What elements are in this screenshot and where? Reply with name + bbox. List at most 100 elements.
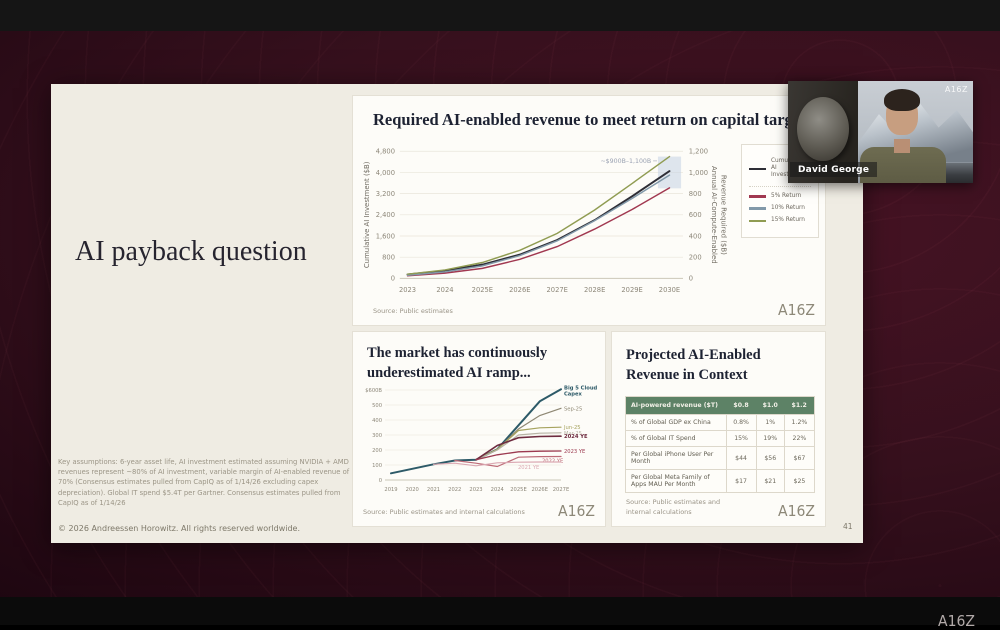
legend-swatch bbox=[749, 167, 766, 171]
svg-text:2023: 2023 bbox=[399, 286, 416, 294]
svg-text:2,400: 2,400 bbox=[376, 211, 395, 219]
table-cell: 15% bbox=[725, 430, 757, 447]
svg-text:300: 300 bbox=[372, 433, 382, 439]
svg-text:0: 0 bbox=[391, 275, 395, 283]
svg-text:1,600: 1,600 bbox=[376, 232, 395, 240]
svg-text:Capex: Capex bbox=[564, 391, 583, 397]
presentation-slide: AI payback question Key assumptions: 6-y… bbox=[51, 84, 863, 543]
svg-text:Revenue Required ($B): Revenue Required ($B) bbox=[720, 175, 728, 255]
svg-text:200: 200 bbox=[372, 448, 382, 454]
svg-text:400: 400 bbox=[372, 418, 382, 424]
context-table-card: Projected AI-Enabled Revenue in Context … bbox=[611, 331, 826, 527]
legend-item: 5% Return bbox=[749, 193, 811, 200]
table-cell: $56 bbox=[755, 446, 785, 470]
svg-text:400: 400 bbox=[689, 232, 702, 240]
svg-text:Sep-25: Sep-25 bbox=[564, 406, 582, 412]
a16z-corner-logo: A16Z bbox=[938, 613, 975, 630]
svg-text:~$900B–1,100B: ~$900B–1,100B bbox=[600, 158, 651, 165]
ramp-chart-source: Source: Public estimates and internal ca… bbox=[363, 507, 525, 516]
screenshare-stage: AI payback question Key assumptions: 6-y… bbox=[0, 31, 1000, 630]
table-row: Per Global iPhone User Per Month $44 $56 $6… bbox=[625, 446, 816, 470]
table-cell: 1.2% bbox=[783, 414, 816, 431]
speaker-neck bbox=[894, 139, 910, 153]
svg-text:2022: 2022 bbox=[448, 487, 461, 493]
svg-text:2028E: 2028E bbox=[584, 286, 605, 294]
svg-text:2024: 2024 bbox=[491, 487, 505, 493]
svg-text:0: 0 bbox=[689, 275, 693, 283]
svg-text:Big 5 Cloud: Big 5 Cloud bbox=[564, 385, 598, 391]
svg-text:2027E: 2027E bbox=[547, 286, 568, 294]
table-cell: $17 bbox=[725, 469, 757, 493]
svg-text:1,200: 1,200 bbox=[689, 148, 708, 156]
capital-chart-title: Required AI-enabled revenue to meet retu… bbox=[373, 110, 813, 129]
svg-text:$600B: $600B bbox=[365, 388, 382, 394]
slide-page-number: 41 bbox=[843, 522, 853, 531]
svg-text:2027E: 2027E bbox=[553, 487, 569, 493]
speaker-video-tile[interactable]: A16Z David George bbox=[788, 81, 973, 183]
capital-chart: 4,800 1,200 4,000 1,000 3,200 800 2,400 600 1,60… bbox=[363, 148, 728, 294]
table-cell: 1% bbox=[755, 414, 785, 431]
legend-label: 5% Return bbox=[771, 192, 802, 199]
table-header-cell: $0.8 bbox=[726, 396, 757, 415]
context-table-source: Source: Public estimates and internal ca… bbox=[626, 498, 721, 516]
svg-text:2019: 2019 bbox=[384, 487, 397, 493]
svg-text:2026E: 2026E bbox=[532, 487, 548, 493]
svg-text:3,200: 3,200 bbox=[376, 190, 395, 198]
svg-text:2021: 2021 bbox=[427, 487, 440, 493]
svg-text:2024 YE: 2024 YE bbox=[564, 434, 588, 440]
table-row: % of Global GDP ex China 0.8% 1% 1.2% bbox=[625, 414, 816, 431]
ramp-chart-card: The market has continuously underestimat… bbox=[352, 331, 606, 527]
legend-swatch bbox=[749, 219, 766, 223]
svg-text:Jun-25: Jun-25 bbox=[563, 425, 581, 431]
table-header-row: AI-powered revenue ($T) $0.8 $1.0 $1.2 bbox=[625, 396, 815, 415]
svg-text:800: 800 bbox=[689, 190, 702, 198]
table-cell: Per Global iPhone User Per Month bbox=[625, 446, 727, 470]
slide-footnote: Key assumptions: 6-year asset life, AI i… bbox=[58, 458, 350, 507]
a16z-logo: A16Z bbox=[558, 503, 595, 521]
svg-text:800: 800 bbox=[382, 254, 395, 262]
ramp-chart-title: The market has continuously underestimat… bbox=[367, 345, 548, 381]
svg-text:500: 500 bbox=[372, 403, 382, 409]
legend-swatch bbox=[749, 195, 766, 198]
a16z-logo: A16Z bbox=[778, 503, 815, 521]
svg-text:1,000: 1,000 bbox=[689, 169, 708, 177]
svg-text:4,800: 4,800 bbox=[376, 148, 395, 156]
svg-text:200: 200 bbox=[689, 254, 702, 262]
table-cell: Per Global Meta Family of Apps MAU Per M… bbox=[625, 469, 727, 493]
slide-title: AI payback question bbox=[75, 236, 307, 267]
table-cell: $44 bbox=[725, 446, 757, 470]
svg-text:4,000: 4,000 bbox=[376, 169, 395, 177]
webcam-circular-artwork bbox=[797, 97, 849, 161]
legend-swatch bbox=[749, 207, 766, 210]
legend-item: 10% Return bbox=[749, 205, 811, 212]
svg-text:2024: 2024 bbox=[436, 286, 453, 294]
svg-text:2026E: 2026E bbox=[509, 286, 530, 294]
table-header-cell: $1.2 bbox=[784, 396, 815, 415]
speaker-name-badge: David George bbox=[790, 162, 878, 177]
legend-item: Cumulative AI Investment bbox=[749, 158, 811, 180]
context-table-title: Projected AI-Enabled Revenue in Context bbox=[626, 347, 761, 383]
capital-chart-card: Required AI-enabled revenue to meet retu… bbox=[352, 95, 826, 326]
letterbox-bottom bbox=[0, 597, 1000, 625]
table-cell: $25 bbox=[783, 469, 816, 493]
svg-text:Annual AI-Compute-Enabled: Annual AI-Compute-Enabled bbox=[710, 166, 718, 264]
svg-text:2021 YE: 2021 YE bbox=[518, 465, 539, 471]
table-cell: $21 bbox=[755, 469, 785, 493]
table-cell: % of Global GDP ex China bbox=[625, 414, 727, 431]
table-cell: % of Global IT Spend bbox=[625, 430, 727, 447]
svg-text:0: 0 bbox=[379, 478, 382, 484]
slide-copyright: © 2026 Andreessen Horowitz. All rights r… bbox=[58, 524, 300, 533]
capital-chart-source: Source: Public estimates bbox=[373, 306, 453, 315]
table-row: % of Global IT Spend 15% 19% 22% bbox=[625, 430, 816, 447]
speaker-hair bbox=[884, 89, 920, 111]
svg-text:600: 600 bbox=[689, 211, 702, 219]
svg-text:2029E: 2029E bbox=[621, 286, 642, 294]
a16z-logo: A16Z bbox=[778, 302, 815, 320]
table-cell: $67 bbox=[783, 446, 816, 470]
legend-label: Cumulative AI Investment bbox=[771, 158, 804, 178]
svg-text:2025E: 2025E bbox=[510, 487, 526, 493]
svg-text:2023 YE: 2023 YE bbox=[564, 449, 585, 455]
table-cell: 22% bbox=[783, 430, 816, 447]
svg-text:2023: 2023 bbox=[469, 487, 482, 493]
